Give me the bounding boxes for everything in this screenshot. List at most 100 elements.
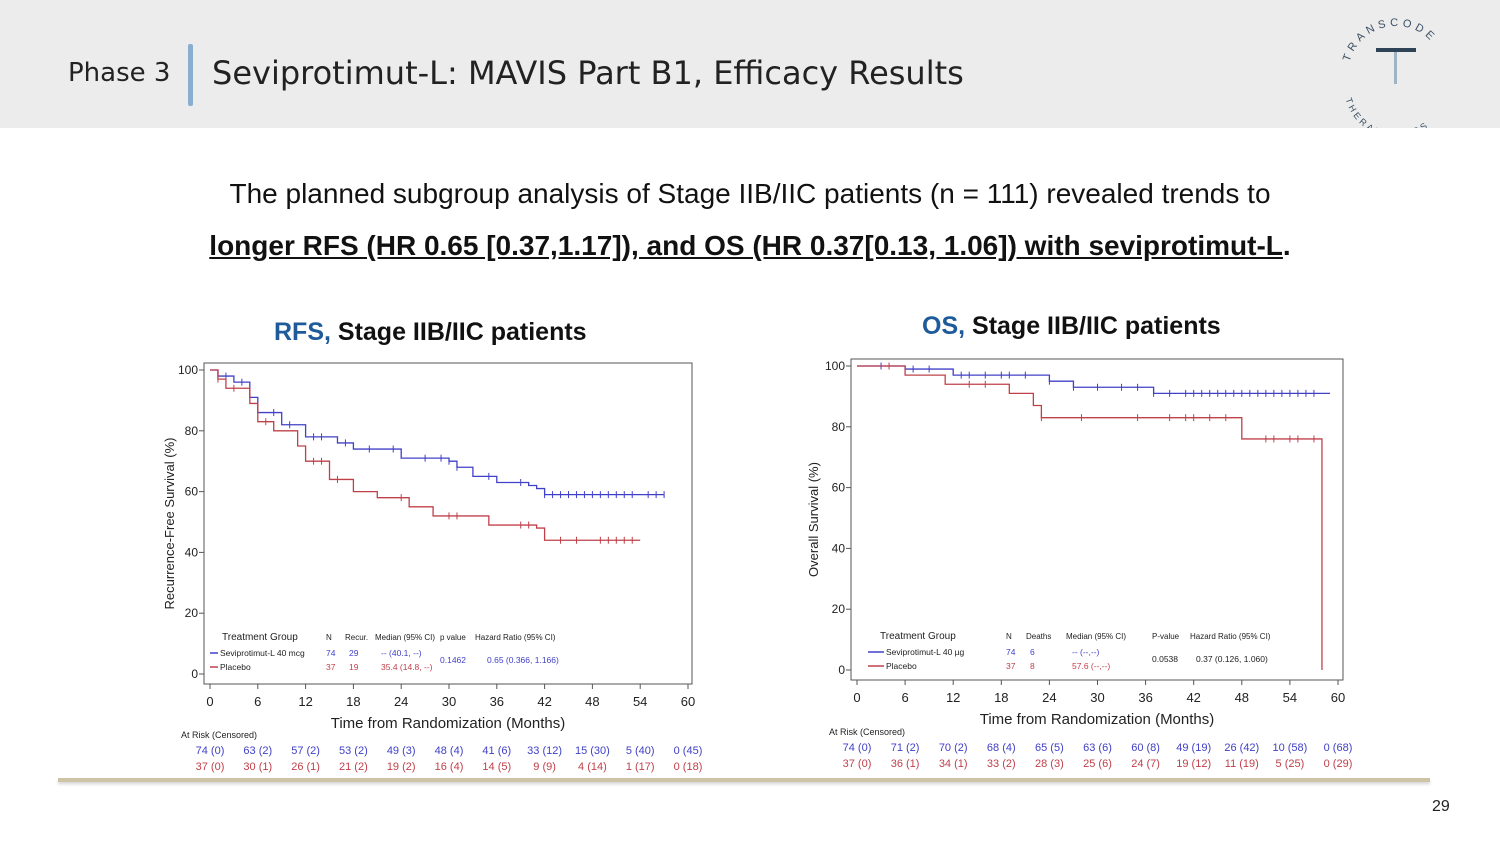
slide-header: Phase 3 Seviprotimut-L: MAVIS Part B1, E… [0, 0, 1500, 128]
os-legend-events: 6 [1030, 647, 1035, 657]
rfs-xtick-label: 48 [585, 694, 599, 709]
rfs-legend-header: p value [440, 633, 466, 642]
rfs-atrisk-treatment: 15 (30) [575, 745, 610, 757]
rfs-legend-header: Recur. [345, 633, 368, 642]
os-legend-header: Median (95% CI) [1066, 632, 1126, 641]
os-xtick-label: 12 [946, 690, 960, 705]
rfs-atrisk-treatment: 57 (2) [291, 745, 320, 757]
os-atrisk-treatment: 60 (8) [1131, 742, 1160, 754]
footer-divider [58, 778, 1430, 782]
rfs-xtick-label: 54 [633, 694, 647, 709]
header-divider [188, 44, 193, 106]
rfs-legend-events: 19 [349, 662, 359, 672]
rfs-title-keyword: RFS, [274, 318, 331, 346]
rfs-ytick-label: 100 [178, 363, 198, 377]
os-atrisk-label: At Risk (Censored) [829, 727, 905, 737]
rfs-xtick-label: 18 [346, 694, 360, 709]
summary-line-2: longer RFS (HR 0.65 [0.37,1.17]), and OS… [60, 230, 1440, 262]
rfs-legend-group: Placebo [220, 662, 251, 672]
os-xtick-label: 18 [994, 690, 1008, 705]
os-legend-events: 8 [1030, 661, 1035, 671]
rfs-legend-pvalue: 0.1462 [440, 655, 466, 665]
os-ytick-label: 100 [825, 359, 845, 373]
os-atrisk-placebo: 19 (12) [1176, 758, 1211, 770]
rfs-atrisk-treatment: 0 (45) [674, 745, 703, 757]
os-atrisk-treatment: 63 (6) [1083, 742, 1112, 754]
rfs-atrisk-treatment: 49 (3) [387, 745, 416, 757]
rfs-ytick-label: 0 [191, 667, 198, 681]
rfs-atrisk-placebo: 1 (17) [626, 761, 655, 773]
rfs-xtick-label: 30 [442, 694, 456, 709]
os-title-keyword: OS, [922, 312, 966, 340]
rfs-atrisk-placebo: 0 (18) [674, 761, 703, 773]
rfs-ytick-label: 80 [185, 424, 199, 438]
os-atrisk-placebo: 36 (1) [891, 758, 920, 770]
rfs-xtick-label: 24 [394, 694, 408, 709]
os-atrisk-treatment: 74 (0) [843, 742, 872, 754]
rfs-xtick-label: 36 [490, 694, 504, 709]
os-atrisk-placebo: 25 (6) [1083, 758, 1112, 770]
os-xaxis-label: Time from Randomization (Months) [980, 711, 1215, 728]
os-legend-header: P-value [1152, 632, 1180, 641]
summary-line-2-end: . [1282, 230, 1291, 261]
os-atrisk-placebo: 24 (7) [1131, 758, 1160, 770]
os-xtick-label: 30 [1090, 690, 1104, 705]
rfs-ytick-label: 60 [185, 485, 199, 499]
os-atrisk-placebo: 34 (1) [939, 758, 968, 770]
rfs-title-rest: Stage IIB/IIC patients [337, 318, 587, 346]
os-xtick-label: 0 [853, 690, 860, 705]
rfs-plot-frame [203, 362, 693, 685]
os-legend-header: Hazard Ratio (95% CI) [1190, 632, 1271, 641]
os-atrisk-treatment: 68 (4) [987, 742, 1016, 754]
os-atrisk-treatment: 70 (2) [939, 742, 968, 754]
company-logo: TRANSCODE THERAPEUTICS T [1341, 17, 1435, 128]
rfs-legend-median: 35.4 (14.8, --) [381, 662, 433, 672]
rfs-atrisk-placebo: 21 (2) [339, 761, 368, 773]
os-legend-group: Seviprotimut-L 40 µg [886, 647, 965, 657]
rfs-legend-events: 29 [349, 648, 359, 658]
rfs-atrisk-treatment: 53 (2) [339, 745, 368, 757]
rfs-atrisk-placebo: 14 (5) [482, 761, 511, 773]
os-xtick-label: 6 [901, 690, 908, 705]
os-xtick-label: 54 [1283, 690, 1297, 705]
rfs-legend-hr: 0.65 (0.366, 1.166) [487, 655, 559, 665]
os-legend-pvalue: 0.0538 [1152, 654, 1178, 664]
phase-label: Phase 3 [68, 58, 171, 88]
os-chart-title: OS, Stage IIB/IIC patients [922, 312, 1221, 341]
rfs-atrisk-treatment: 5 (40) [626, 745, 655, 757]
os-atrisk-placebo: 28 (3) [1035, 758, 1064, 770]
os-title-rest: Stage IIB/IIC patients [972, 312, 1221, 340]
rfs-legend-n: 37 [326, 662, 336, 672]
os-atrisk-treatment: 71 (2) [891, 742, 920, 754]
rfs-atrisk-treatment: 63 (2) [243, 745, 272, 757]
os-legend-header: Treatment Group [880, 631, 956, 642]
rfs-atrisk-placebo: 9 (9) [533, 761, 556, 773]
rfs-legend-n: 74 [326, 648, 336, 658]
rfs-atrisk-placebo: 30 (1) [243, 761, 272, 773]
os-xtick-label: 42 [1186, 690, 1200, 705]
rfs-xtick-label: 6 [254, 694, 261, 709]
os-atrisk-placebo: 33 (2) [987, 758, 1016, 770]
summary-line-2-text: longer RFS (HR 0.65 [0.37,1.17]), and OS… [209, 230, 1283, 261]
rfs-atrisk-placebo: 16 (4) [435, 761, 464, 773]
os-legend-header: N [1006, 632, 1012, 641]
os-legend-median: 57.6 (--,--) [1072, 661, 1110, 671]
os-atrisk-treatment: 26 (42) [1224, 742, 1259, 754]
logo-t-bar [1376, 48, 1416, 52]
os-xtick-label: 48 [1235, 690, 1249, 705]
rfs-chart-title: RFS, Stage IIB/IIC patients [274, 318, 587, 347]
rfs-atrisk-treatment: 41 (6) [482, 745, 511, 757]
os-series-treatment-line [857, 365, 1330, 395]
rfs-legend-header: Median (95% CI) [375, 633, 435, 642]
rfs-legend-median: -- (40.1, --) [381, 648, 422, 658]
os-ytick-label: 0 [838, 663, 845, 677]
os-series-placebo-line [857, 365, 1323, 670]
os-ytick-label: 40 [832, 541, 846, 555]
rfs-xtick-label: 12 [298, 694, 312, 709]
os-atrisk-treatment: 0 (68) [1324, 742, 1353, 754]
rfs-atrisk-label: At Risk (Censored) [181, 730, 257, 740]
os-atrisk-treatment: 65 (5) [1035, 742, 1064, 754]
rfs-legend-group: Seviprotimut-L 40 mcg [220, 648, 305, 658]
